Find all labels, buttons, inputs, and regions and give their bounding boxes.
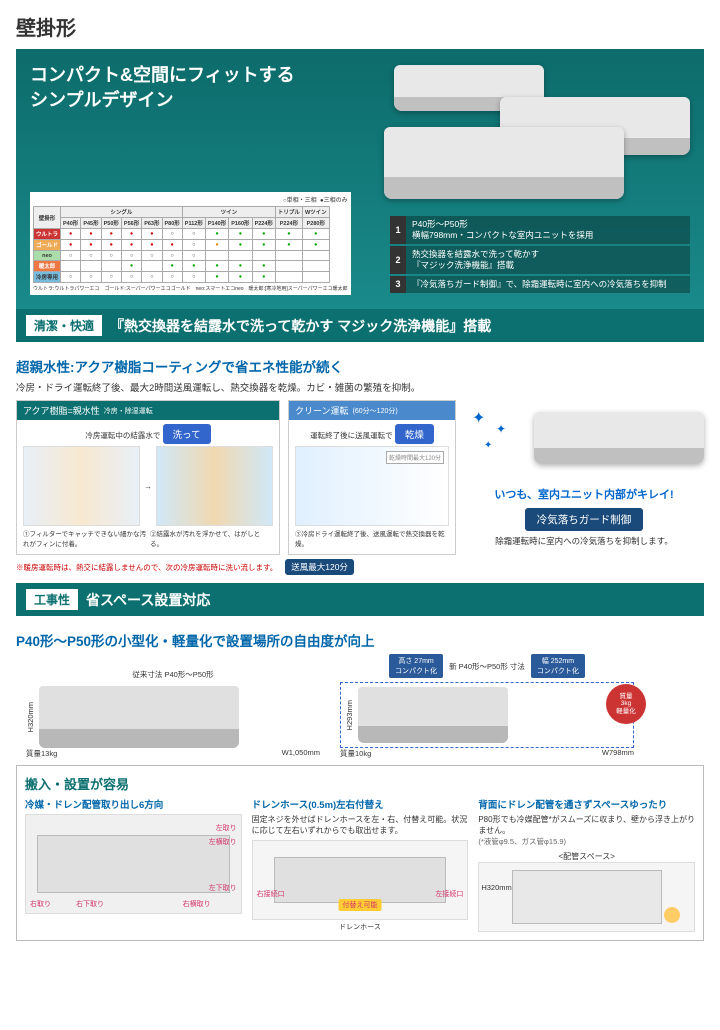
- clean-ac-image: ✦ ✦ ✦: [464, 400, 704, 480]
- pipe-direction-diagram: 左取り 左横取り 左下取り 右取り 右下取り 右横取り: [25, 814, 242, 914]
- hero-section: コンパクト&空間にフィットする シンプルデザイン ○単相・三相 ●三相のみ 壁掛…: [16, 49, 704, 309]
- wash-diagram-1: [23, 446, 140, 526]
- clean-tag: 清潔・快適: [26, 315, 102, 336]
- drain-hose-diagram: 右接続口 左接続口 付替え可能: [252, 840, 469, 920]
- table-legend: ○単相・三相 ●三相のみ: [33, 195, 348, 204]
- construct-subhead: P40形～P50形の小型化・軽量化で設置場所の自由度が向上: [16, 630, 704, 650]
- guard-text: 除霜運転時に室内への冷気落ちを抑制します。: [464, 535, 704, 547]
- clean-section: 超親水性:アクア樹脂コーティングで省エネ性能が続く 冷房・ドライ運転終了後、最大…: [16, 342, 704, 583]
- ac-unit-image: [384, 127, 624, 199]
- page-title: 壁掛形: [16, 12, 704, 41]
- airflow-badge: 送風最大120分: [285, 559, 354, 575]
- guard-button: 冷気落ちガード制御: [525, 508, 644, 531]
- construct-tag: 工事性: [26, 589, 78, 610]
- clean-bar-text: 『熱交換器を結露水で洗って乾かす マジック洗浄機能』搭載: [110, 316, 491, 336]
- install-title: 搬入・設置が容易: [25, 774, 695, 793]
- clean-subhead: 超親水性:アクア樹脂コーティングで省エネ性能が続く: [16, 356, 704, 376]
- new-size-block: 高さ 27mm コンパクト化 新 P40形～P50形 寸法 幅 252mm コン…: [340, 654, 634, 759]
- feature-list: 1P40形～P50形 横幅798mm・コンパクトな室内ユニットを採用 2熱交換器…: [390, 216, 690, 295]
- dry-diagram: 乾燥時間最大120分: [295, 446, 449, 526]
- clean-desc: 冷房・ドライ運転終了後、最大2時間送風運転し、熱交換器を乾燥。カビ・雑菌の繁殖を…: [16, 380, 704, 394]
- install-col-3: 背面にドレン配管を通さずスペースゆったり P80形でも冷媒配管*がスムーズに収ま…: [478, 797, 695, 932]
- clean-bar: 清潔・快適 『熱交換器を結露水で洗って乾かす マジック洗浄機能』搭載: [16, 309, 704, 342]
- weight-save-badge: 質量 3kg 軽量化: [606, 684, 646, 724]
- dry-panel: クリーン運転(60分～120分) 運転終了後に送風運転で 乾燥 乾燥時間最大12…: [288, 400, 456, 555]
- wash-panel: アクア樹脂=親水性冷房・除湿運転 冷房運転中の結露水で 洗って → ①フィルター…: [16, 400, 280, 555]
- install-col-1: 冷媒・ドレン配管取り出し6方向 左取り 左横取り 左下取り 右取り 右下取り 右…: [25, 797, 242, 932]
- construct-bar: 工事性 省スペース設置対応: [16, 583, 704, 616]
- spec-table: 壁掛形シングルツイントリプルWツイン P40形P45形P50形P56形P63形P…: [33, 206, 330, 283]
- table-caption: ウルトラ:ウルトラパワーエコ ゴールド:スーパーパワーエコゴールド neo:スマ…: [33, 285, 348, 292]
- hero-line1: コンパクト&空間にフィットする: [30, 63, 690, 88]
- construct-bar-text: 省スペース設置対応: [86, 590, 210, 610]
- spec-table-wrap: ○単相・三相 ●三相のみ 壁掛形シングルツイントリプルWツイン P40形P45形…: [30, 192, 351, 295]
- pipe-space-diagram: H320mm: [478, 862, 695, 932]
- clean-message: いつも、室内ユニット内部がキレイ!: [464, 486, 704, 502]
- install-box: 搬入・設置が容易 冷媒・ドレン配管取り出し6方向 左取り 左横取り 左下取り 右…: [16, 765, 704, 941]
- wash-diagram-2: [156, 446, 273, 526]
- construct-section: P40形～P50形の小型化・軽量化で設置場所の自由度が向上 従来寸法 P40形～…: [16, 616, 704, 949]
- install-col-2: ドレンホース(0.5m)左右付替え 固定ネジを外せばドレンホースを左・右、付替え…: [252, 797, 469, 932]
- clean-note: ※暖房運転時は、熱交に結露しませんので、次の冷房運転時に洗い流します。: [16, 562, 277, 573]
- old-size-block: 従来寸法 P40形～P50形 H320mm 質量13kgW1,050mm: [26, 669, 320, 759]
